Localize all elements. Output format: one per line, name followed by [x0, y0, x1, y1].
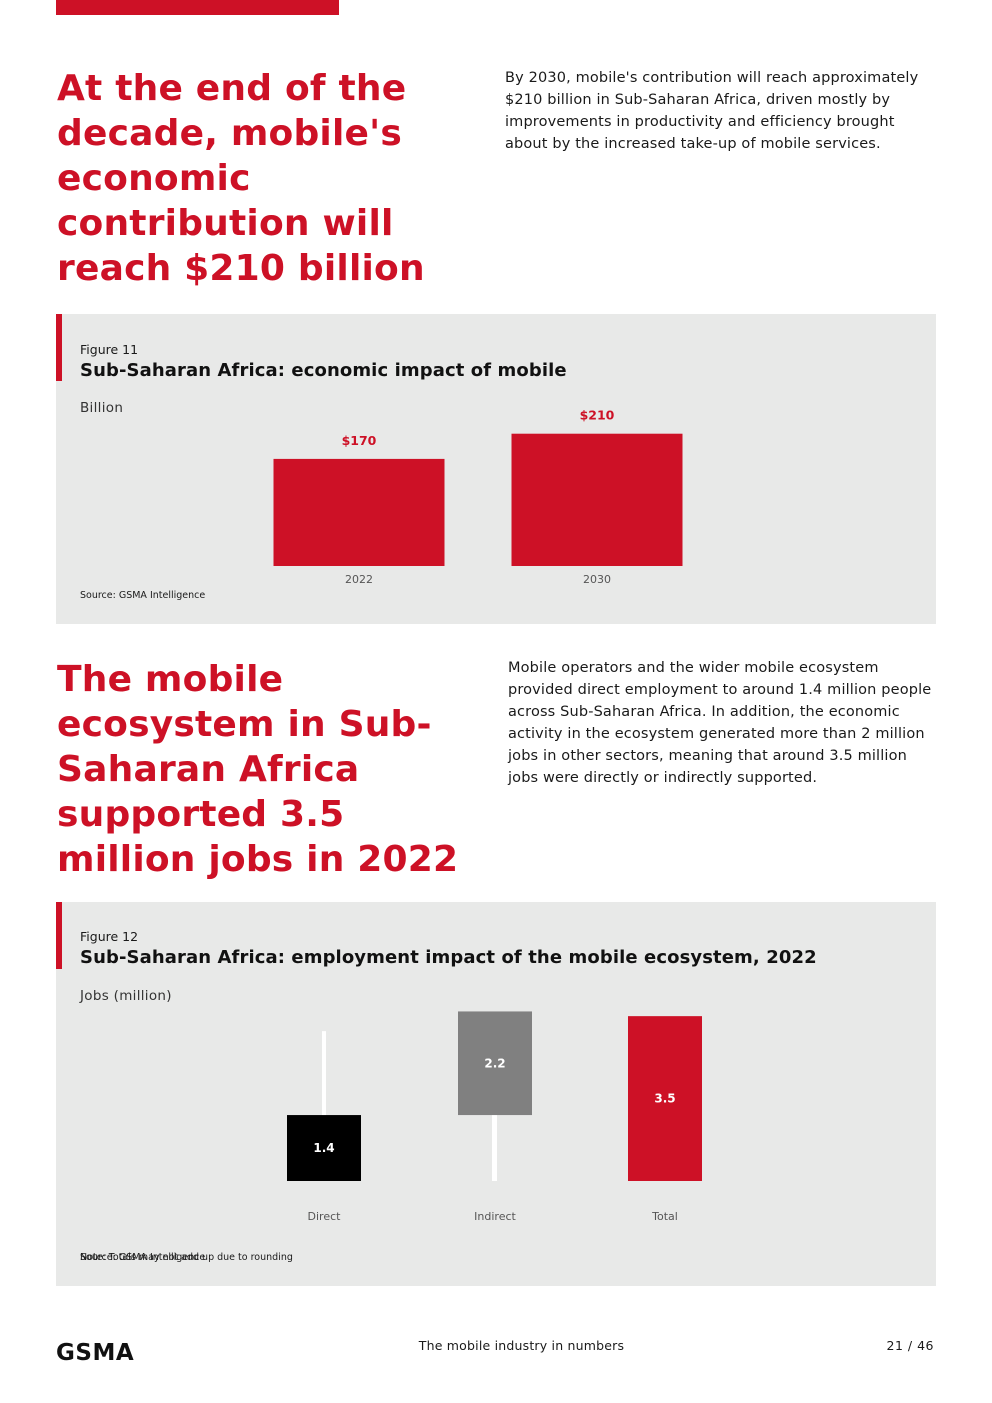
figure-label: Figure 12	[80, 929, 139, 944]
bar-Direct	[287, 1115, 361, 1181]
page-number: 21 / 46	[886, 1338, 934, 1353]
chart-note: Note: Totals may not add up due to round…	[80, 1252, 293, 1263]
figure-title: Sub-Saharan Africa: economic impact of m…	[80, 360, 567, 381]
bar-Indirect	[458, 1011, 532, 1116]
chart-unit-label: Jobs (million)	[80, 988, 172, 1004]
figure-title: Sub-Saharan Africa: employment impact of…	[80, 947, 817, 968]
x-tick-label-2030: 2030	[583, 573, 611, 586]
section1-intro: By 2030, mobile's contribution will reac…	[505, 70, 919, 152]
bar-2022	[273, 458, 445, 566]
data-label-2022: $170	[342, 433, 377, 448]
x-tick-label-2022: 2022	[345, 573, 373, 586]
top-accent-bar	[56, 0, 339, 15]
chart-source: Source: GSMA Intelligence	[80, 590, 206, 601]
figure-accent-bar	[56, 902, 62, 969]
gsma-logo-text: GSMA	[56, 1340, 134, 1364]
bar-Total	[628, 1016, 702, 1181]
employment-impact-chart: 1.4 Direct 2.2 Indirect 3.5 Total	[287, 1011, 702, 1223]
data-label-Total: 3.5	[654, 1092, 675, 1106]
stem-Direct	[322, 1031, 326, 1181]
gsma-logo: GSMA	[56, 1340, 134, 1364]
data-label-2030: $210	[580, 408, 615, 423]
section1-headline: At the end of the decade, mobile's econo…	[57, 68, 425, 289]
section2-intro: Mobile operators and the wider mobile ec…	[508, 660, 932, 786]
figure12-panel: Figure 12 Sub-Saharan Africa: employment…	[56, 902, 936, 1286]
economic-impact-chart: $170 2022 $210 2030	[273, 408, 683, 586]
figure-accent-bar	[56, 314, 62, 381]
section2-headline: The mobile ecosystem in Sub-Saharan Afri…	[57, 659, 459, 880]
figure-label: Figure 11	[80, 342, 139, 357]
chart-unit-label: Billion	[80, 400, 124, 416]
chart-source: Source: GSMA Intelligence	[80, 1252, 206, 1263]
figure11-panel: Figure 11 Sub-Saharan Africa: economic i…	[56, 314, 936, 624]
data-label-Direct: 1.4	[313, 1141, 334, 1155]
x-tick-label-Direct: Direct	[308, 1210, 342, 1223]
data-label-Indirect: 2.2	[484, 1056, 505, 1070]
footer-title: The mobile industry in numbers	[418, 1338, 625, 1353]
x-tick-label-Indirect: Indirect	[474, 1210, 516, 1223]
bar-2030	[511, 433, 683, 566]
x-tick-label-Total: Total	[651, 1210, 678, 1223]
